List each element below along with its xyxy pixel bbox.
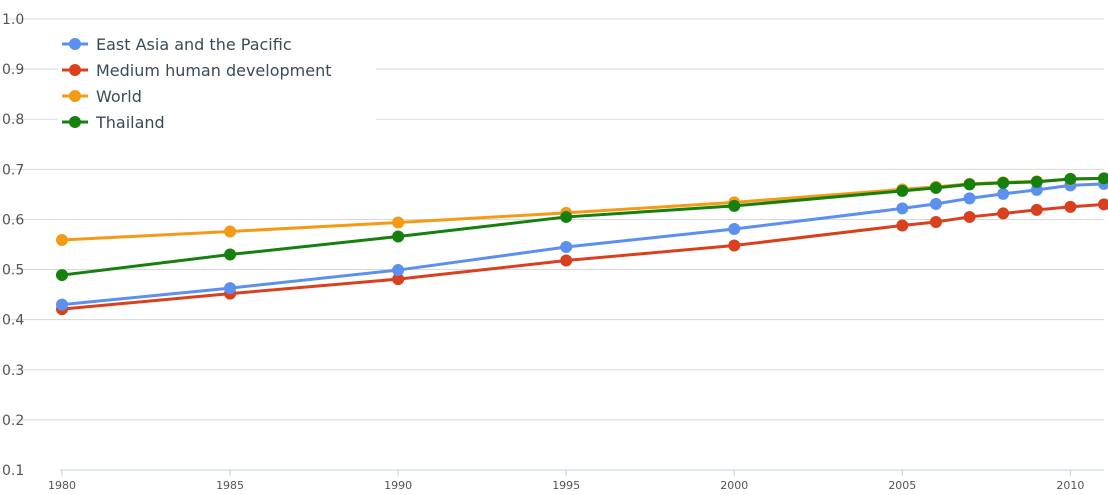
- legend-label: World: [96, 87, 142, 106]
- data-point[interactable]: [392, 273, 405, 286]
- x-tick-label: 2000: [720, 479, 748, 492]
- data-point[interactable]: [896, 184, 909, 197]
- data-point[interactable]: [997, 187, 1010, 200]
- data-point[interactable]: [997, 176, 1010, 189]
- x-tick-label: 1995: [552, 479, 580, 492]
- series-east-asia-and-the-pacific[interactable]: [56, 177, 1108, 311]
- x-tick-label: 2010: [1056, 479, 1084, 492]
- y-tick-label: 1.0: [2, 12, 24, 28]
- data-point[interactable]: [392, 264, 405, 277]
- data-point[interactable]: [56, 298, 68, 311]
- data-point[interactable]: [728, 239, 741, 252]
- x-tick-label: 1980: [48, 479, 76, 492]
- legend-item[interactable]: East Asia and the Pacific: [62, 35, 292, 54]
- series-lines: [56, 172, 1108, 316]
- legend-marker: [69, 38, 81, 50]
- series-line[interactable]: [61, 176, 1105, 277]
- legend-label: East Asia and the Pacific: [96, 35, 292, 54]
- y-tick-label: 0.3: [2, 363, 24, 379]
- y-tick-label: 0.8: [2, 112, 24, 128]
- data-point[interactable]: [963, 178, 976, 191]
- data-point[interactable]: [1030, 175, 1043, 188]
- x-tick-label: 1990: [384, 479, 412, 492]
- data-point[interactable]: [224, 225, 237, 238]
- series-line[interactable]: [61, 182, 1105, 307]
- data-point[interactable]: [929, 197, 942, 210]
- data-point[interactable]: [929, 181, 942, 194]
- data-point[interactable]: [392, 230, 405, 243]
- data-point[interactable]: [224, 282, 237, 295]
- data-point[interactable]: [728, 222, 741, 235]
- data-point[interactable]: [896, 202, 909, 215]
- data-point[interactable]: [56, 269, 68, 282]
- legend-item[interactable]: Thailand: [62, 113, 165, 132]
- data-point[interactable]: [560, 254, 573, 267]
- data-point[interactable]: [560, 210, 573, 223]
- series-thailand[interactable]: [56, 172, 1108, 282]
- x-axis: 1980 1985 1990 1995 2000 2005 2010: [48, 469, 1104, 492]
- y-tick-label: 0.7: [2, 162, 24, 178]
- y-axis: 0.1 0.2 0.3 0.4 0.5 0.6 0.7 0.8 0.9 1.0: [2, 12, 24, 479]
- data-point[interactable]: [56, 233, 68, 246]
- y-tick-label: 0.2: [2, 413, 24, 429]
- data-point[interactable]: [929, 215, 942, 228]
- data-point[interactable]: [963, 192, 976, 205]
- legend-marker: [69, 90, 81, 102]
- data-point[interactable]: [392, 216, 405, 229]
- legend-background: [58, 30, 376, 138]
- data-point[interactable]: [1064, 172, 1077, 185]
- series-world[interactable]: [56, 172, 1108, 246]
- legend-label: Thailand: [95, 113, 165, 132]
- x-tick-label: 2005: [888, 479, 916, 492]
- data-point[interactable]: [224, 248, 237, 261]
- data-point[interactable]: [560, 241, 573, 254]
- data-point[interactable]: [1098, 172, 1108, 185]
- data-point[interactable]: [963, 210, 976, 223]
- data-point[interactable]: [1098, 198, 1108, 211]
- legend-item[interactable]: World: [62, 87, 142, 106]
- y-tick-label: 0.6: [2, 212, 24, 228]
- x-tick-label: 1985: [216, 479, 244, 492]
- legend-marker: [69, 116, 81, 128]
- legend-label: Medium human development: [96, 61, 332, 80]
- y-tick-label: 0.5: [2, 263, 24, 279]
- y-tick-label: 0.9: [2, 62, 24, 78]
- data-point[interactable]: [896, 219, 909, 232]
- data-point[interactable]: [997, 207, 1010, 220]
- series-medium-human-development[interactable]: [56, 198, 1108, 316]
- y-tick-label: 0.4: [2, 313, 24, 329]
- data-point[interactable]: [728, 199, 741, 212]
- legend[interactable]: East Asia and the Pacific Medium human de…: [58, 30, 376, 138]
- legend-marker: [69, 64, 81, 76]
- data-point[interactable]: [1030, 203, 1043, 216]
- data-point[interactable]: [1064, 200, 1077, 213]
- y-tick-label: 0.1: [2, 463, 24, 479]
- legend-item[interactable]: Medium human development: [62, 61, 332, 80]
